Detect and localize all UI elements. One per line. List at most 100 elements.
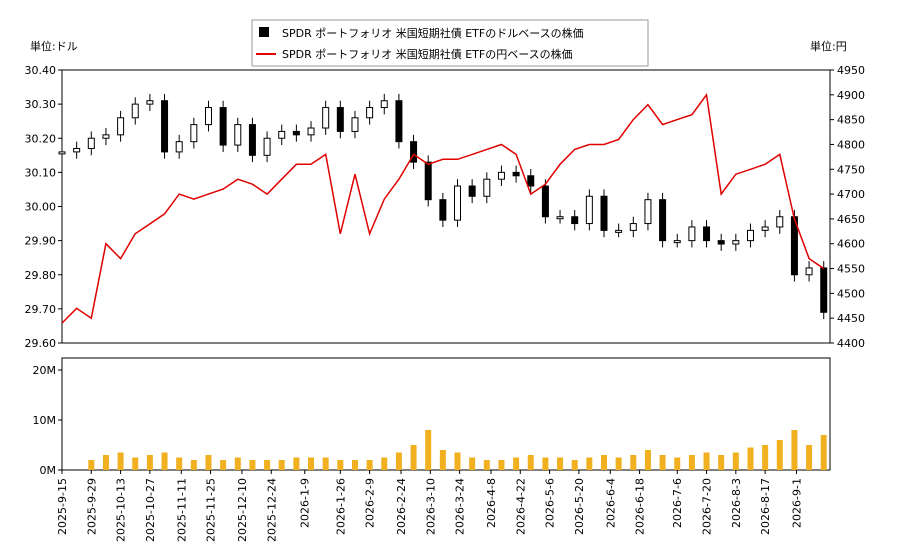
volume-bar — [644, 450, 651, 470]
left-tick-label: 30.30 — [25, 98, 57, 111]
usd-candle-body — [102, 134, 110, 139]
right-tick-label: 4550 — [837, 263, 865, 276]
right-tick-label: 4950 — [837, 64, 865, 77]
right-tick-label: 4600 — [837, 238, 865, 251]
x-tick-label: 2026-7-6 — [671, 478, 684, 528]
usd-candle-body — [278, 130, 286, 139]
usd-candle-body — [248, 124, 256, 156]
usd-candle-body — [204, 107, 212, 126]
volume-bar — [395, 452, 402, 470]
volume-bar — [527, 455, 534, 470]
usd-price-series — [58, 93, 828, 320]
volume-bar — [659, 455, 666, 470]
x-tick-label: 2026-9-1 — [791, 478, 804, 528]
legend-swatch-usd — [259, 27, 269, 37]
usd-candle-body — [161, 100, 169, 153]
volume-bar — [483, 460, 490, 470]
right-tick-label: 4850 — [837, 114, 865, 127]
jpy-price-line — [61, 92, 825, 324]
volume-bar — [820, 435, 827, 470]
usd-candle-body — [234, 124, 242, 146]
left-tick-label: 30.00 — [25, 201, 57, 214]
x-tick-label: 2026-2-24 — [395, 478, 408, 535]
volume-bar — [454, 452, 461, 470]
x-tick-label: 2025-11-11 — [175, 478, 188, 542]
left-unit-label: 単位:ドル — [30, 39, 78, 53]
left-axis: 29.60 29.70 29.80 29.90 30.00 30.10 30.20 30.30… — [25, 64, 62, 350]
left-tick-label: 29.70 — [25, 303, 57, 316]
right-unit-label: 単位:円 — [810, 39, 847, 53]
volume-bar — [557, 457, 564, 470]
volume-bar — [366, 460, 373, 470]
usd-candle-body — [410, 141, 418, 163]
left-tick-label: 29.60 — [25, 337, 57, 350]
volume-bar — [469, 457, 476, 470]
volume-bar — [630, 455, 637, 470]
usd-candle-body — [468, 185, 476, 197]
usd-candle-body — [146, 100, 154, 105]
volume-bar — [688, 455, 695, 470]
usd-candle-body — [571, 216, 579, 225]
volume-bar — [117, 452, 124, 470]
volume-bar — [88, 460, 95, 470]
right-tick-label: 4500 — [837, 287, 865, 300]
x-tick-label: 2026-1-26 — [334, 478, 347, 535]
volume-bar — [190, 460, 197, 470]
usd-candle-body — [424, 161, 432, 201]
usd-candle-body — [58, 151, 66, 155]
left-tick-label: 30.10 — [25, 166, 57, 179]
usd-candle-body — [717, 240, 725, 245]
usd-candle-body — [336, 107, 344, 132]
volume-bar — [102, 455, 109, 470]
volume-bar — [351, 460, 358, 470]
usd-candle-body — [131, 103, 139, 119]
x-tick-label: 2026-7-20 — [701, 478, 714, 535]
volume-bar — [513, 457, 520, 470]
usd-candle-body — [117, 117, 125, 136]
usd-candle-body — [820, 267, 828, 313]
x-tick-label: 2025-11-25 — [205, 478, 218, 542]
volume-bars — [88, 430, 827, 470]
x-tick-label: 2025-10-27 — [144, 478, 157, 542]
volume-bar — [806, 445, 813, 470]
usd-candle-body — [439, 199, 447, 221]
volume-bar — [278, 460, 285, 470]
usd-candle-body — [600, 195, 608, 231]
volume-bar — [498, 460, 505, 470]
volume-bar — [542, 457, 549, 470]
usd-candle-body — [219, 107, 227, 146]
usd-candle-body — [512, 171, 520, 177]
usd-candle-body — [351, 117, 359, 132]
x-axis: 2025-9-15 2025-9-29 2025-10-13 2025-10-27 20… — [56, 470, 804, 542]
volume-bar — [337, 460, 344, 470]
right-tick-label: 4750 — [837, 163, 865, 176]
x-tick-label: 2026-3-10 — [424, 478, 437, 535]
volume-bar — [703, 452, 710, 470]
left-tick-label: 29.80 — [25, 269, 57, 282]
volume-bar — [308, 457, 315, 470]
legend: SPDR ポートフォリオ 米国短期社債 ETFのドルベースの株価 SPDR ポー… — [251, 19, 649, 67]
usd-candle-body — [805, 267, 813, 276]
volume-bar — [762, 445, 769, 470]
x-tick-label: 2025-10-13 — [115, 478, 128, 542]
volume-bar — [264, 460, 271, 470]
right-tick-label: 4800 — [837, 138, 865, 151]
volume-bar — [293, 457, 300, 470]
volume-bar — [674, 457, 681, 470]
x-tick-label: 2025-9-15 — [56, 478, 69, 535]
x-tick-label: 2026-8-17 — [759, 478, 772, 535]
volume-bar — [146, 455, 153, 470]
usd-candle-body — [527, 175, 535, 187]
usd-candle-body — [556, 216, 564, 220]
x-tick-label: 2026-4-22 — [514, 478, 527, 535]
usd-candle-body — [746, 229, 754, 242]
usd-candle-body — [497, 171, 505, 180]
volume-bar — [161, 452, 168, 470]
right-axis: 4400 4450 4500 4550 4600 4650 4700 4750 4800 4850… — [830, 64, 865, 350]
usd-candle-body — [395, 100, 403, 143]
volume-bar — [234, 457, 241, 470]
usd-candle-body — [644, 199, 652, 225]
volume-bar — [439, 450, 446, 470]
x-tick-label: 2026-4-8 — [485, 478, 498, 528]
usd-candle-body — [761, 226, 769, 231]
